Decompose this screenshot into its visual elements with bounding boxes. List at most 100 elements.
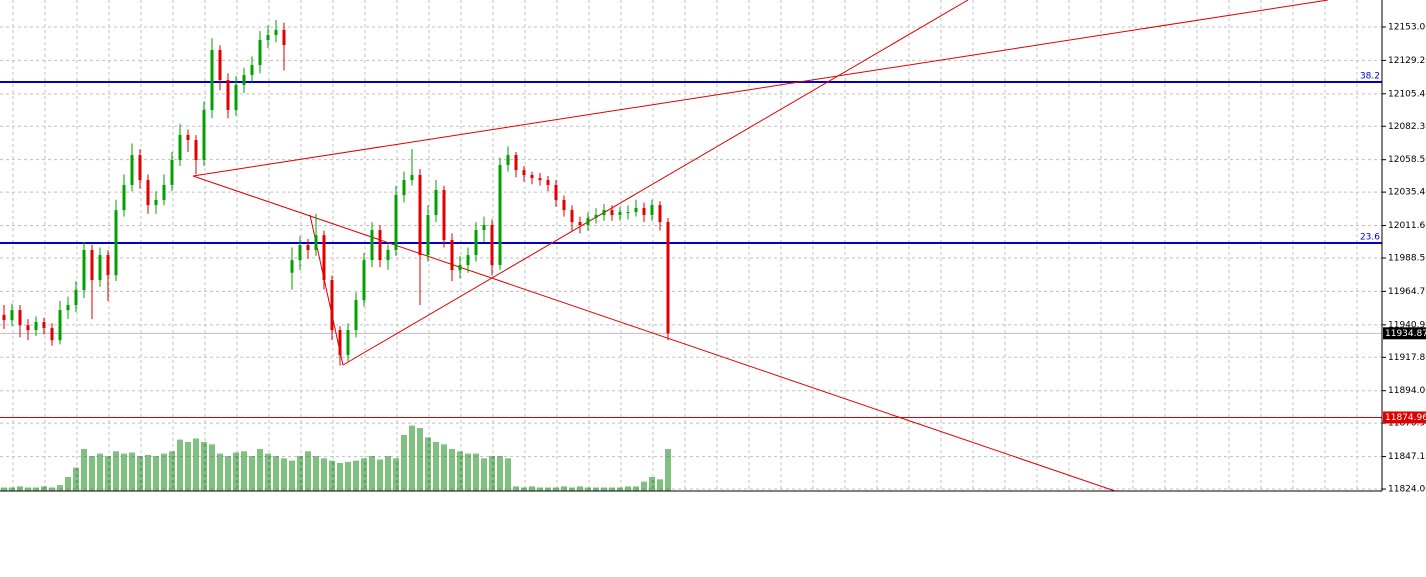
- candle-body: [554, 184, 558, 200]
- candle-body: [530, 174, 534, 179]
- fib-level-label: 23.6: [1360, 232, 1380, 242]
- candle-body: [506, 155, 510, 166]
- candle-body: [122, 184, 126, 211]
- candle-body: [218, 49, 222, 81]
- grid: [0, 0, 1382, 491]
- candle-body: [154, 199, 158, 206]
- candle-body: [482, 224, 486, 231]
- candle-body: [18, 310, 22, 326]
- candle-body: [258, 40, 262, 66]
- candle-body: [634, 208, 638, 213]
- candle-body: [74, 290, 78, 306]
- y-tick-label: 12153.00: [1388, 22, 1426, 32]
- candle-body: [354, 300, 358, 331]
- candle-body: [362, 260, 366, 301]
- candle-body: [570, 210, 574, 223]
- y-tick-label: 11940.90: [1388, 320, 1426, 330]
- candle-body: [458, 265, 462, 271]
- candle-body: [338, 330, 342, 356]
- candle-body: [42, 322, 46, 329]
- candle-body: [490, 224, 494, 266]
- volume-layer: [1, 425, 671, 491]
- candle-body: [658, 205, 662, 223]
- y-tick-label: 12105.40: [1388, 89, 1426, 99]
- axis-layer: 12153.00 12129.20 12105.40 12082.30 12058.50…: [1382, 22, 1426, 495]
- candle-body: [194, 140, 198, 160]
- candle-body: [26, 325, 30, 331]
- candle-body: [594, 215, 598, 218]
- candle-body: [386, 249, 390, 261]
- candle-body: [106, 255, 110, 276]
- candle-body: [474, 230, 478, 256]
- y-tick-label: 11870.90: [1388, 419, 1426, 429]
- candle-body: [442, 190, 446, 241]
- candle-body: [234, 84, 238, 110]
- candle-body: [250, 65, 254, 75]
- alert-price-label: 11874.96: [1385, 413, 1426, 423]
- candle-body: [2, 314, 6, 321]
- candle-body: [418, 174, 422, 256]
- candle-body: [178, 134, 182, 160]
- candle-body: [114, 210, 118, 276]
- candles-layer: [2, 19, 670, 366]
- candle-body: [66, 305, 70, 311]
- candle-body: [322, 235, 326, 281]
- candle-body: [466, 255, 470, 266]
- candle-body: [298, 245, 302, 261]
- candle-body: [186, 134, 190, 141]
- trendline: [192, 0, 1329, 177]
- candle-body: [90, 249, 94, 281]
- candle-body: [346, 330, 350, 356]
- candle-body: [242, 74, 246, 85]
- candle-body: [426, 215, 430, 256]
- y-tick-label: 12011.60: [1388, 221, 1426, 231]
- candle-body: [378, 230, 382, 261]
- candle-body: [226, 80, 230, 110]
- candle-body: [98, 255, 102, 281]
- candle-body: [450, 240, 454, 271]
- y-tick-label: 12058.50: [1388, 155, 1426, 165]
- candle-body: [610, 210, 614, 216]
- candle-body: [58, 310, 62, 341]
- y-tick-label: 11847.10: [1388, 452, 1426, 462]
- candle-body: [130, 155, 134, 185]
- candle-body: [282, 29, 286, 45]
- y-tick-label: 12035.40: [1388, 188, 1426, 198]
- candle-body: [146, 180, 150, 206]
- candle-body: [434, 190, 438, 216]
- candle-body: [666, 222, 670, 334]
- candle-body: [642, 208, 646, 216]
- candle-body: [162, 184, 166, 200]
- candle-body: [602, 210, 606, 216]
- candle-body: [522, 170, 526, 175]
- candle-body: [394, 195, 398, 250]
- candle-body: [402, 180, 406, 196]
- y-tick-label: 11894.00: [1388, 386, 1426, 396]
- candle-body: [370, 230, 374, 261]
- candle-body: [538, 178, 542, 181]
- candle-body: [266, 34, 270, 41]
- candle-body: [274, 29, 278, 35]
- candle-body: [10, 310, 14, 321]
- y-tick-label: 12082.30: [1388, 122, 1426, 132]
- levels-layer: 38.2 23.6: [0, 72, 1382, 418]
- candle-body: [210, 49, 214, 110]
- candle-body: [138, 155, 142, 181]
- candle-body: [410, 174, 414, 181]
- candle-body: [498, 165, 502, 266]
- trendline: [192, 175, 1116, 491]
- candle-body: [82, 249, 86, 291]
- y-tick-label: 11964.70: [1388, 287, 1426, 297]
- candle-body: [578, 222, 582, 225]
- candle-body: [562, 199, 566, 211]
- candle-body: [34, 322, 38, 331]
- candle-body: [514, 155, 518, 171]
- y-tick-label: 11824.00: [1388, 485, 1426, 495]
- candle-body: [50, 328, 54, 341]
- y-tick-label: 12129.20: [1388, 56, 1426, 66]
- fib-level-label: 38.2: [1360, 72, 1380, 82]
- candle-body: [546, 180, 550, 185]
- current-price-box: [1383, 327, 1426, 340]
- candle-body: [586, 217, 590, 225]
- candle-body: [618, 212, 622, 216]
